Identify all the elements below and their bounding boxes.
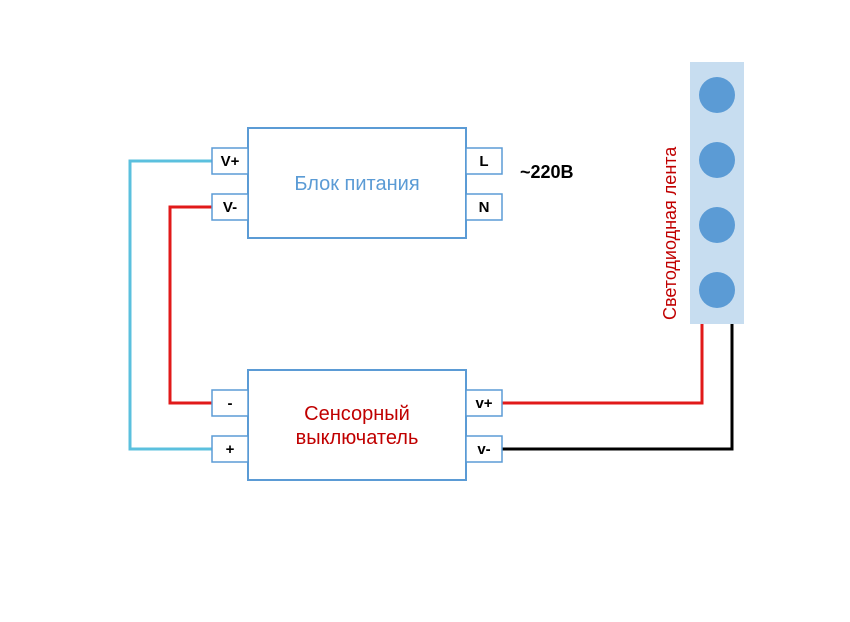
switch-label-2: выключатель	[296, 427, 419, 449]
psu-block: Блок питания V+ V- L N	[212, 128, 502, 238]
led-1	[699, 77, 735, 113]
led-4	[699, 272, 735, 308]
switch-label-1: Сенсорный	[304, 403, 410, 425]
psu-term-vplus: V+	[212, 148, 248, 174]
switch-term-vplus: v+	[466, 390, 502, 416]
psu-term-vminus: V-	[212, 194, 248, 220]
svg-text:V+: V+	[221, 153, 240, 170]
wiring-diagram: Блок питания V+ V- L N ~220В Сенсорный в…	[0, 0, 850, 622]
switch-body	[248, 370, 466, 480]
wire-red-psu-switch	[170, 207, 212, 403]
switch-term-minus: -	[212, 390, 248, 416]
svg-text:v-: v-	[477, 441, 490, 458]
psu-label: Блок питания	[294, 173, 419, 195]
wire-red-switch-strip	[502, 324, 702, 403]
voltage-label: ~220В	[520, 162, 574, 182]
psu-term-n: N	[466, 194, 502, 220]
psu-term-l: L	[466, 148, 502, 174]
led-strip: Светодиодная лента	[660, 62, 744, 324]
switch-block: Сенсорный выключатель - + v+ v-	[212, 370, 502, 480]
svg-text:V-: V-	[223, 199, 237, 216]
svg-text:L: L	[479, 153, 488, 170]
svg-text:N: N	[479, 199, 490, 216]
led-3	[699, 207, 735, 243]
led-2	[699, 142, 735, 178]
svg-text:+: +	[226, 441, 235, 458]
led-strip-label: Светодиодная лента	[660, 146, 680, 320]
switch-term-vminus: v-	[466, 436, 502, 462]
svg-text:v+: v+	[475, 395, 492, 412]
switch-term-plus: +	[212, 436, 248, 462]
svg-text:-: -	[228, 395, 233, 412]
wire-black-switch-strip	[502, 324, 732, 449]
